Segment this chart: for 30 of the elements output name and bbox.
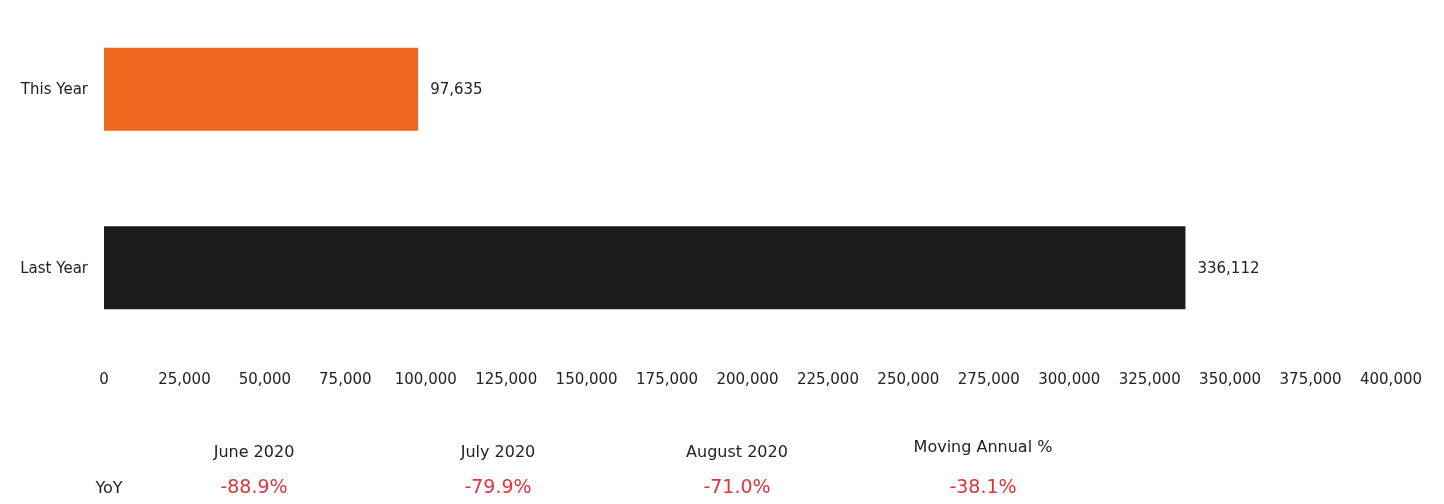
x-tick-label: 225,000 xyxy=(796,369,859,388)
x-tick-label: 125,000 xyxy=(475,369,538,388)
x-tick-label: 100,000 xyxy=(394,369,457,388)
x-tick-label: 300,000 xyxy=(1038,369,1101,388)
text: July 2020 xyxy=(459,441,536,461)
text: -71.0% xyxy=(703,475,771,497)
text: August 2020 xyxy=(686,441,788,461)
x-tick-label: 0 xyxy=(99,369,109,388)
text: YoY xyxy=(94,477,123,497)
x-tick-label: 150,000 xyxy=(555,369,618,388)
text: -79.9% xyxy=(464,475,532,497)
x-tick-label: 175,000 xyxy=(636,369,699,388)
x-tick-label: 250,000 xyxy=(877,369,940,388)
x-tick-label: 25,000 xyxy=(158,369,211,388)
x-tick-label: 375,000 xyxy=(1279,369,1342,388)
y-tick-label: This Year xyxy=(19,80,89,99)
text: -88.9% xyxy=(220,475,288,497)
x-tick-label: 275,000 xyxy=(957,369,1020,388)
y-tick-label: Last Year xyxy=(20,258,89,277)
x-tick-label: 50,000 xyxy=(238,369,292,388)
text: -38.1% xyxy=(949,475,1017,497)
data-label: 336,112 xyxy=(1197,258,1260,277)
text: Moving Annual % xyxy=(913,436,1053,456)
x-tick-label: 325,000 xyxy=(1118,369,1181,388)
data-label: 97,635 xyxy=(430,80,483,99)
x-tick-label: 200,000 xyxy=(716,369,779,388)
x-tick-label: 75,000 xyxy=(319,369,372,388)
text: June 2020 xyxy=(212,441,295,461)
x-tick-label: 350,000 xyxy=(1199,369,1262,388)
x-tick-label: 400,000 xyxy=(1359,369,1423,388)
